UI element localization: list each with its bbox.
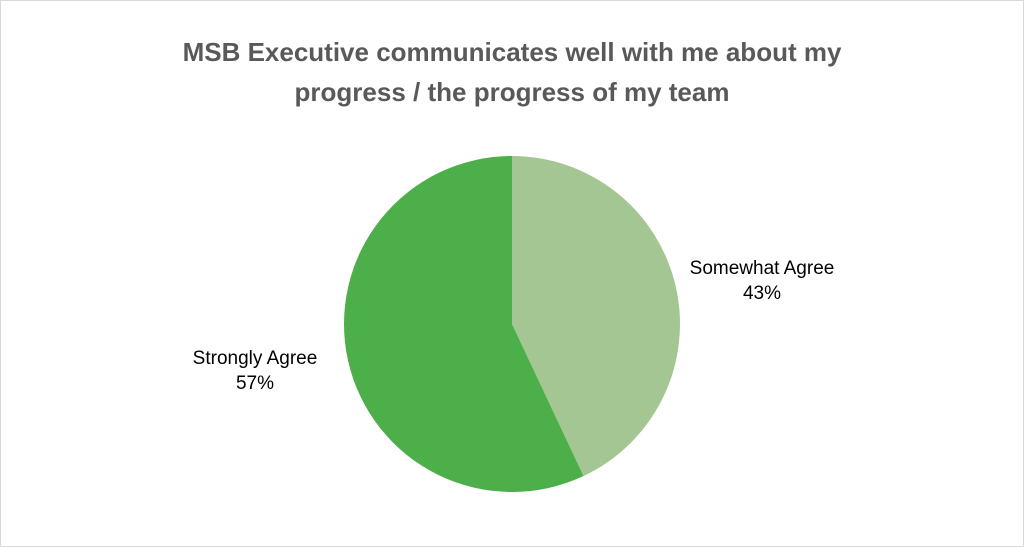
data-label-somewhat-agree: Somewhat Agree 43% <box>672 256 852 306</box>
pie-slice-somewhat-agree <box>512 156 680 477</box>
data-label-strongly-agree: Strongly Agree 57% <box>170 346 340 396</box>
data-label-strongly-agree-value: 57% <box>235 373 275 394</box>
data-label-strongly-agree-name: Strongly Agree <box>192 348 318 369</box>
chart-title-line-1: MSB Executive communicates well with me … <box>182 37 842 67</box>
pie-slice-strongly-agree <box>343 155 584 492</box>
chart-title: MSB Executive communicates well with me … <box>0 32 1024 112</box>
data-label-somewhat-agree-name: Somewhat Agree <box>689 258 835 279</box>
chart-title-line-2: progress / the progress of my team <box>294 77 730 107</box>
data-label-somewhat-agree-value: 43% <box>742 283 782 304</box>
